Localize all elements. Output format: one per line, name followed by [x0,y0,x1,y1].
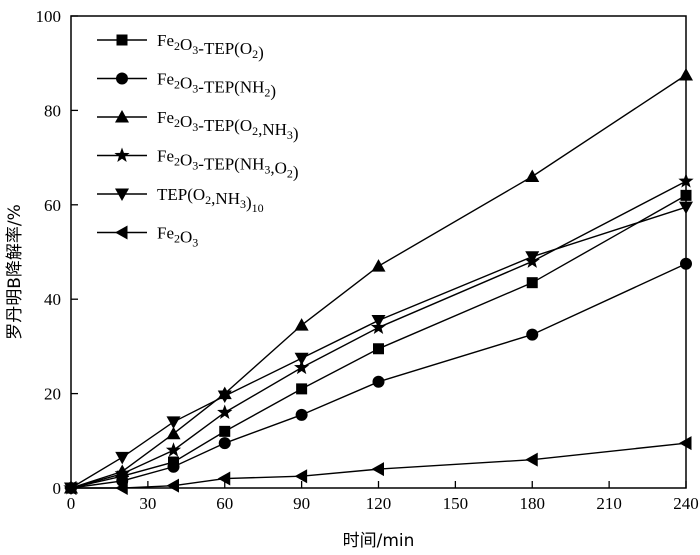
data-point-triangle-down [525,251,540,264]
x-tick-label: 240 [673,494,699,513]
data-point-circle [167,460,180,473]
data-point-triangle-up [679,68,693,81]
y-tick-label: 0 [53,479,62,498]
series-line [71,442,687,489]
y-tick-label: 20 [44,385,61,404]
series-line [70,180,687,489]
x-tick-label: 120 [366,494,392,513]
data-point-triangle-left [217,471,231,486]
series-5 [64,436,692,495]
legend-marker-triangle-up [115,110,129,123]
x-tick-label: 90 [293,494,310,513]
y-tick-label: 100 [36,7,62,26]
y-tick-label: 40 [44,290,61,309]
data-point-triangle-up [525,169,540,182]
legend-label: Fe2O3-TEP(O2,NH3) [157,108,299,143]
data-point-star [678,173,694,188]
data-point-circle [372,375,385,388]
x-tick-label: 0 [67,494,76,513]
y-tick-label: 60 [44,196,61,215]
series-3 [63,173,694,495]
legend-marker-circle [116,72,128,85]
data-point-star [294,359,310,375]
data-point-triangle-down [115,451,130,465]
data-point-triangle-down [294,352,309,366]
series-2 [64,68,693,494]
data-point-triangle-left [525,452,538,467]
legend-marker-triangle-down [115,188,129,201]
y-tick-label: 80 [44,101,61,120]
data-point-triangle-down [371,314,386,328]
x-tick-label: 60 [216,494,233,513]
axis-ticks: 0 30 60 90 120 150 180 210 240 0 20 40 60 80 100 [36,7,699,513]
legend-entry: TEP(O2,NH3)10 [97,185,264,215]
x-axis-title: 时间/min [343,531,415,551]
data-point-triangle-up [166,426,181,440]
x-tick-label: 210 [596,494,622,513]
legend-entry: Fe2O3-TEP(NH2) [97,70,276,101]
legend-label: Fe2O3-TEP(NH2) [157,70,276,101]
data-point-triangle-left [64,481,77,495]
series-line [70,74,687,489]
data-point-triangle-up [294,318,309,331]
data-point-triangle-down [217,390,232,403]
legend-entry: Fe2O3-TEP(O2,NH3) [97,108,299,143]
legend-entry: Fe2O3 [97,224,198,250]
data-point-triangle-down [166,416,181,429]
legend-label: Fe2O3-TEP(NH3,O2) [157,147,299,182]
data-point-star [114,465,130,481]
data-point-triangle-left [679,436,692,451]
data-point-star [165,442,182,457]
x-tick-label: 30 [139,494,156,513]
legend-label: Fe2O3 [157,224,198,250]
series-line [70,194,687,489]
data-point-triangle-down [679,201,693,215]
legend-marker-square [116,34,128,46]
data-point-circle [218,437,231,450]
legend: Fe2O3-TEP(O2) Fe2O3-TEP(NH2) Fe2O3-TEP(O2,… [97,31,299,250]
data-point-triangle-up [371,259,386,272]
data-point-triangle-left [294,469,308,484]
data-point-circle [680,257,692,270]
legend-entry: Fe2O3-TEP(NH3,O2) [97,147,299,182]
data-point-circle [295,408,308,421]
legend-label: Fe2O3-TEP(O2) [157,31,264,62]
legend-marker-triangle-left [115,225,128,240]
data-point-star [217,404,233,419]
legend-marker-star [114,147,130,162]
data-point-triangle-left [166,478,179,493]
data-point-square [680,189,692,201]
data-point-triangle-left [371,462,384,477]
x-tick-label: 180 [520,494,546,513]
data-point-square [373,343,384,355]
series-line [70,263,687,489]
legend-label: TEP(O2,NH3)10 [157,185,264,215]
data-point-triangle-left [115,481,128,495]
data-point-square [296,383,308,395]
series-1 [65,257,692,494]
x-tick-label: 150 [443,494,469,513]
series-lines [63,68,694,495]
data-point-circle [526,328,539,341]
data-point-square [526,277,538,289]
legend-entry: Fe2O3-TEP(O2) [97,31,264,62]
data-point-square [219,425,231,437]
series-line [70,206,687,489]
y-axis-title: 罗丹明B降解率/% [5,204,25,340]
